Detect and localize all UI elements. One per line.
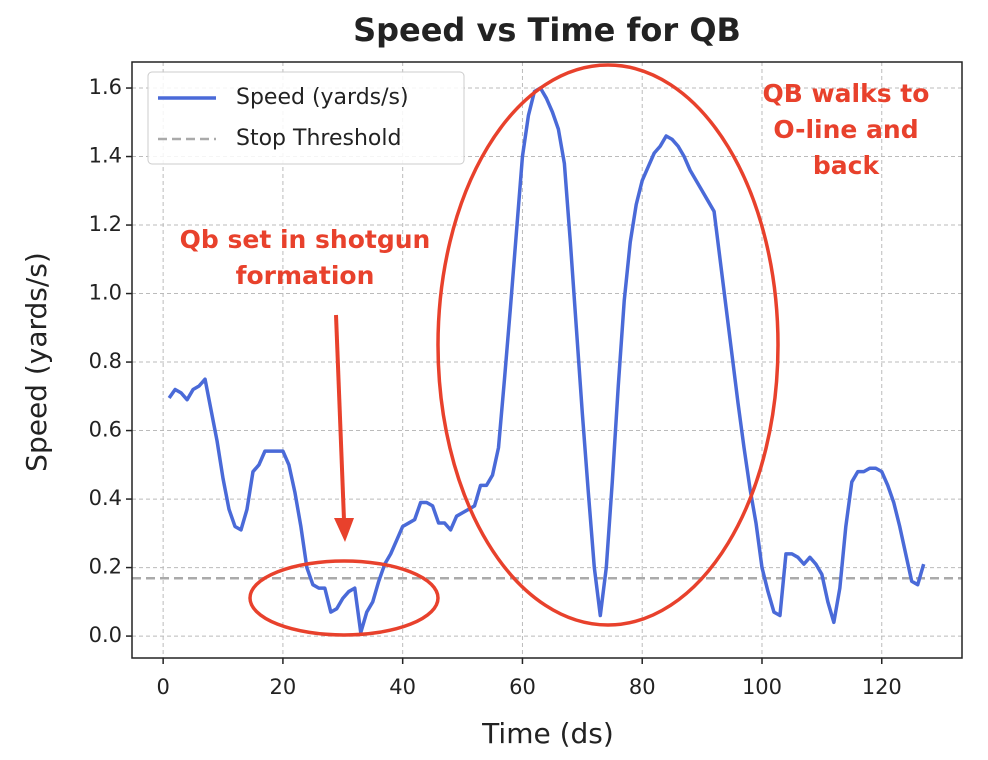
y-tick-label: 0.2 [89, 555, 122, 579]
annotation: back [813, 151, 881, 180]
arrow-head [334, 518, 354, 542]
y-tick-label: 0.8 [89, 349, 122, 373]
y-tick-label: 1.4 [89, 144, 122, 168]
x-tick-label: 20 [270, 675, 297, 699]
y-tick-label: 0.4 [89, 486, 122, 510]
annotation: QB walks to [763, 79, 930, 108]
x-tick-label: 120 [862, 675, 902, 699]
arrow-shaft [334, 314, 346, 521]
legend-box [147, 71, 465, 165]
highlight-ellipse [248, 559, 440, 637]
highlight-ellipse [436, 63, 780, 627]
legend-label: Speed (yards/s) [236, 85, 409, 110]
x-tick-label: 60 [509, 675, 536, 699]
annotation: formation [236, 261, 375, 290]
annotation: O-line and [773, 115, 918, 144]
data-line [167, 86, 926, 635]
x-tick-label: 100 [742, 675, 782, 699]
chart-title: Speed vs Time for QB [353, 11, 741, 49]
plot-frame [131, 61, 963, 659]
y-tick-label: 1.6 [89, 75, 122, 99]
y-axis-label: Speed (yards/s) [20, 252, 53, 472]
annotation: Qb set in shotgun [180, 225, 431, 254]
y-tick-label: 0.6 [89, 418, 122, 442]
x-tick-label: 0 [156, 675, 169, 699]
y-tick-label: 0.0 [89, 623, 122, 647]
y-tick-label: 1.0 [89, 281, 122, 305]
y-tick-label: 1.2 [89, 212, 122, 236]
x-axis-label: Time (ds) [481, 717, 614, 750]
x-tick-label: 40 [389, 675, 416, 699]
x-tick-label: 80 [629, 675, 656, 699]
legend-label: Stop Threshold [236, 126, 401, 151]
